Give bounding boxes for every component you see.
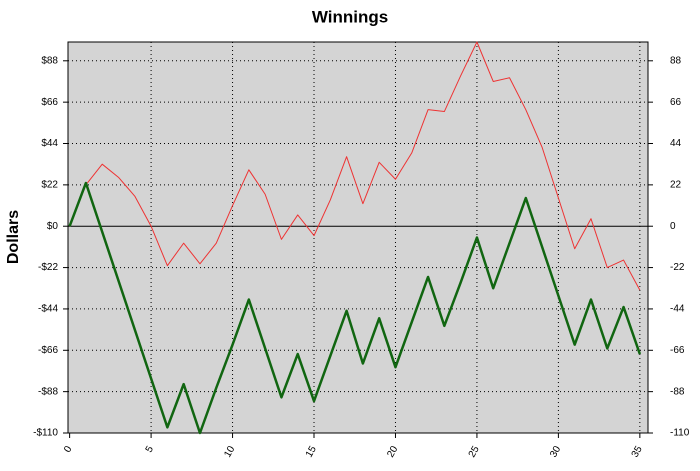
y-tick-label: -$110	[33, 428, 58, 439]
chart-title: Winnings	[312, 7, 388, 26]
y-axis-label: Dollars	[5, 210, 22, 264]
y2-tick-label: -110	[670, 428, 690, 439]
y2-tick-label: -66	[670, 345, 685, 356]
x-tick-label: 20	[385, 444, 400, 460]
x-tick-label: 35	[630, 444, 645, 460]
y2-tick-label: 22	[670, 180, 682, 191]
y2-tick-label: -88	[670, 386, 685, 397]
x-tick-label: 25	[467, 444, 482, 460]
y-tick-label: $0	[47, 221, 59, 232]
y-tick-label: -$22	[38, 262, 58, 273]
x-tick-label: 10	[222, 444, 237, 460]
y-tick-label: -$88	[38, 386, 58, 397]
series-line	[69, 41, 641, 291]
y-tick-label: $44	[41, 138, 58, 149]
y2-tick-label: 0	[670, 221, 676, 232]
y-tick-label: $66	[41, 97, 58, 108]
plot-area	[67, 41, 649, 434]
series-line	[68, 181, 642, 435]
y-tick-label: -$44	[38, 304, 58, 315]
y2-tick-label: 66	[670, 97, 682, 108]
x-tick-label: 30	[548, 444, 563, 460]
y-tick-label: $22	[41, 180, 58, 191]
y-tick-label: $88	[41, 55, 58, 66]
y2-tick-label: -22	[670, 262, 685, 273]
y2-tick-label: 44	[670, 138, 682, 149]
y-tick-label: -$66	[38, 345, 58, 356]
x-tick-label: 0	[62, 444, 75, 455]
x-tick-label: 5	[144, 444, 157, 455]
x-tick-label: 15	[304, 444, 319, 460]
y2-tick-label: -44	[670, 304, 685, 315]
y2-tick-label: 88	[670, 55, 682, 66]
